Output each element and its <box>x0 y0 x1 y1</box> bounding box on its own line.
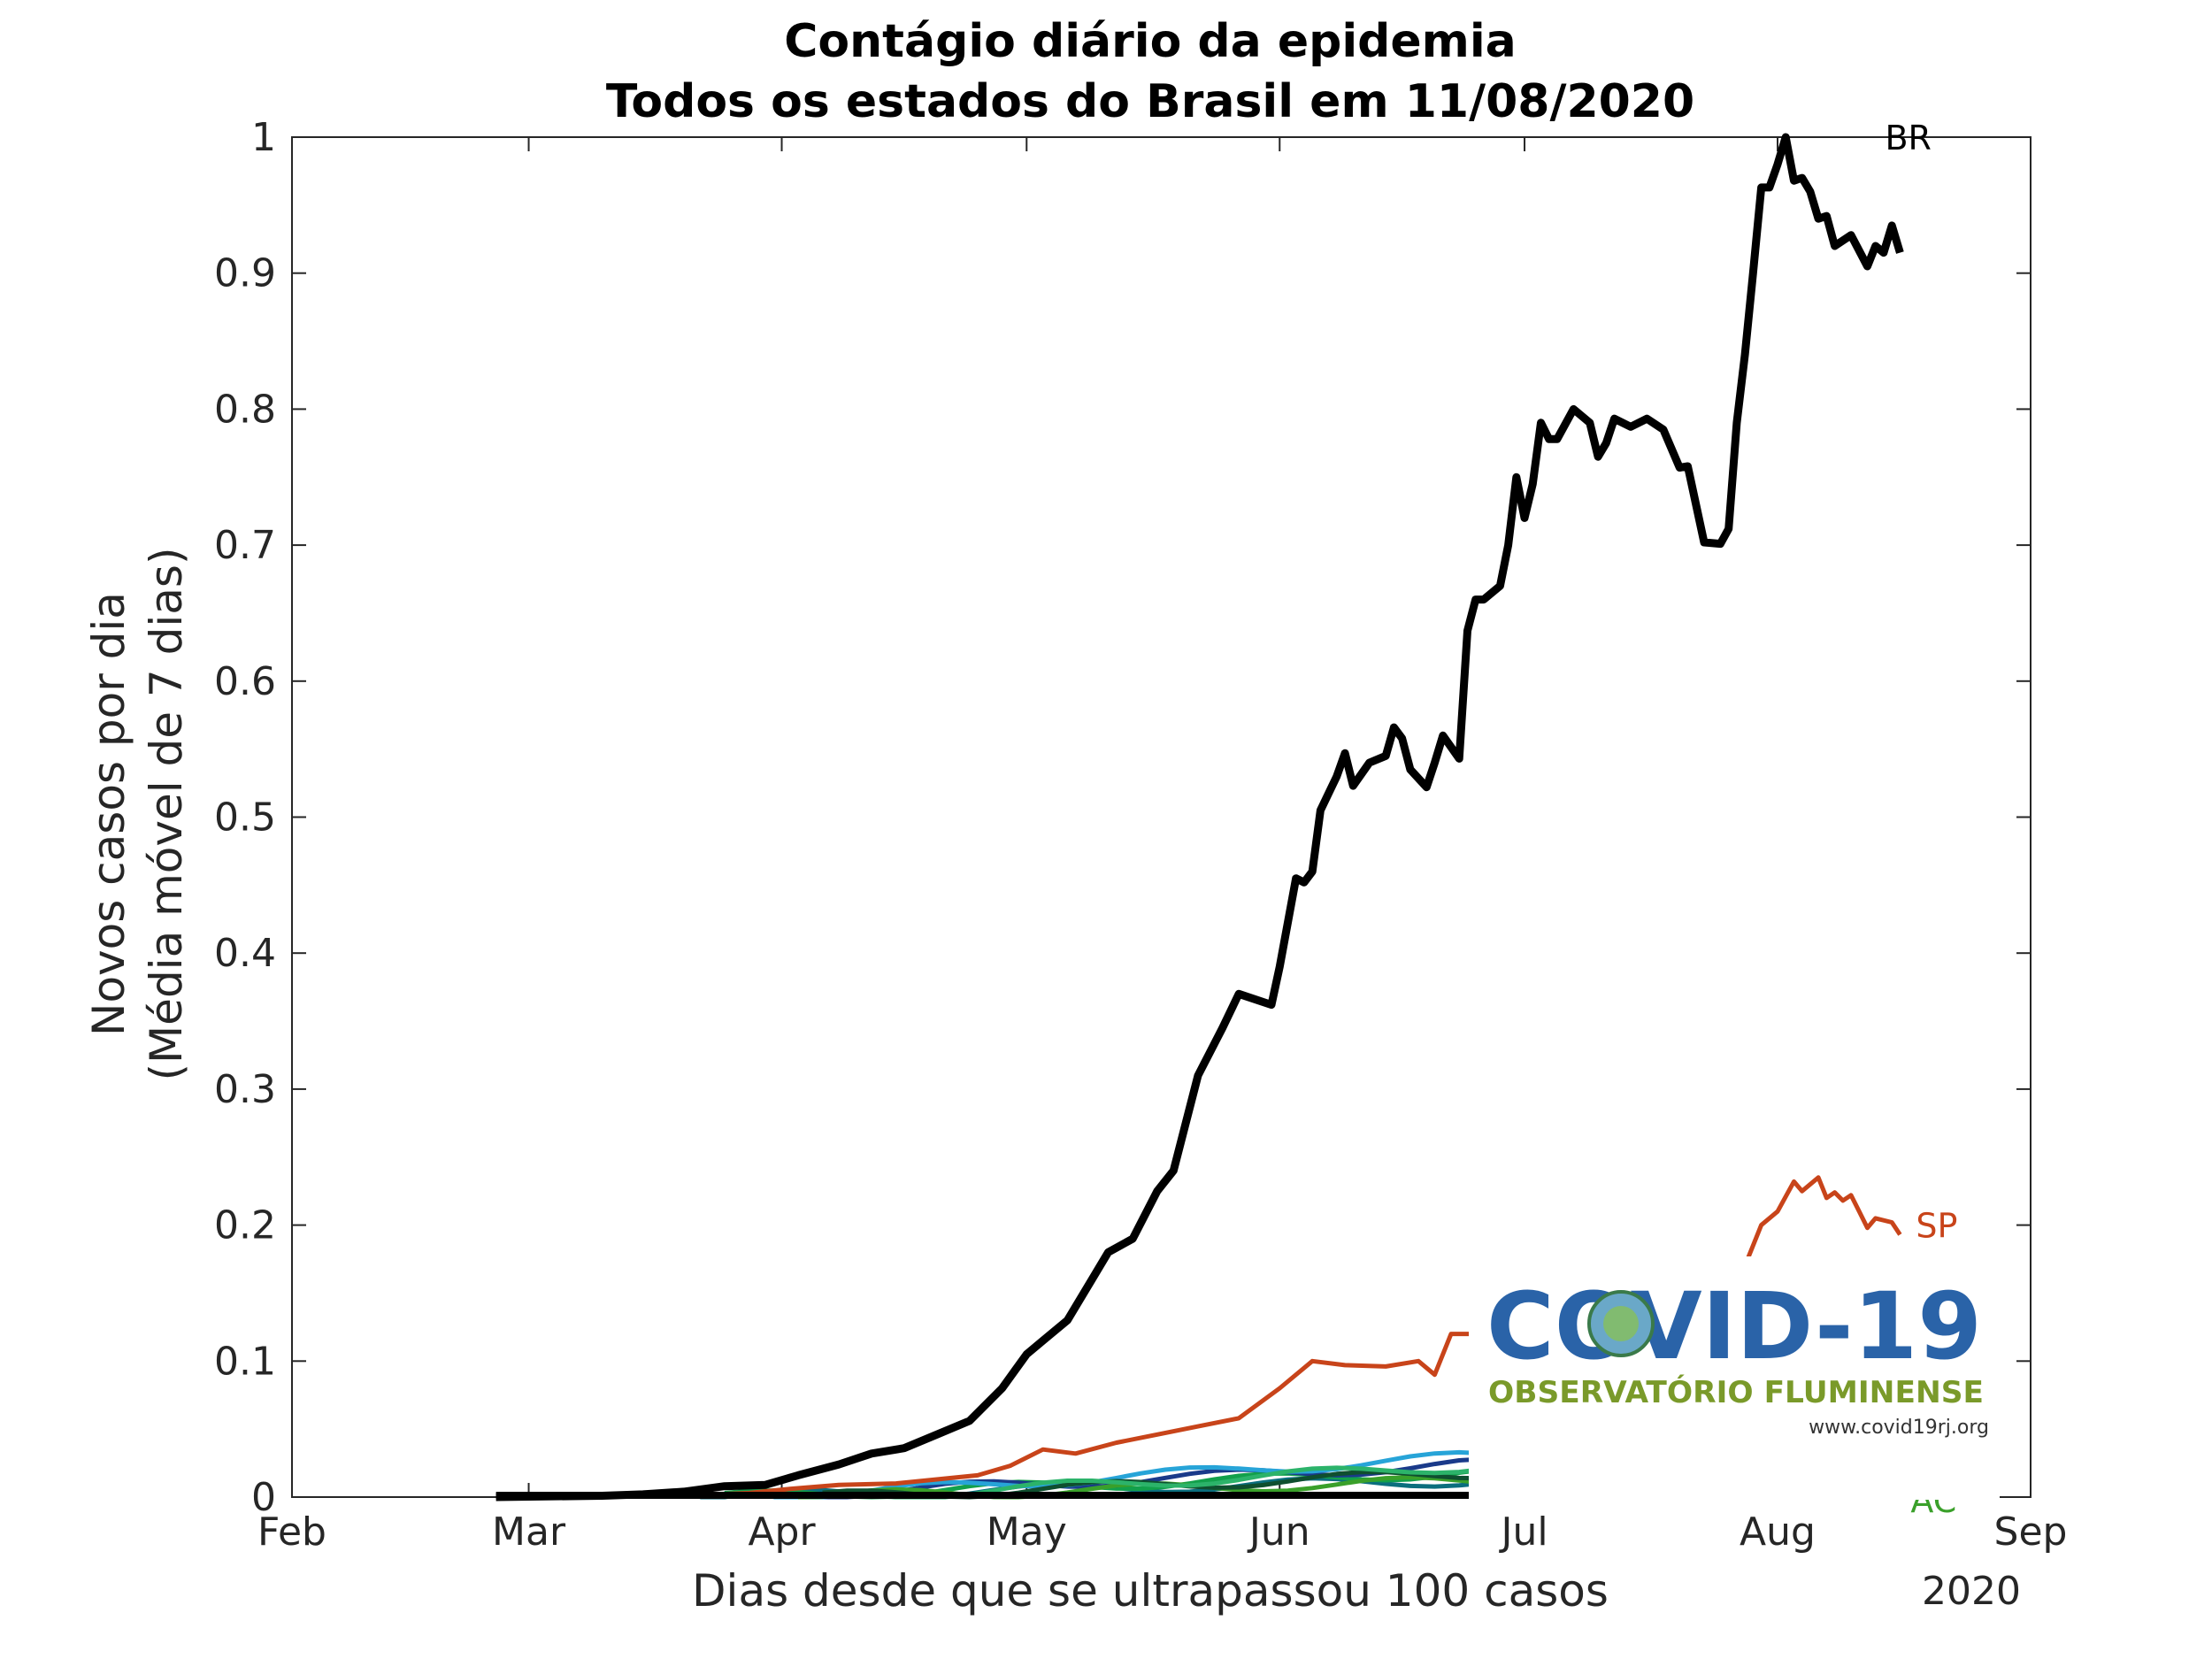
x-tick-label: Jul <box>1498 1509 1548 1555</box>
y-tick-label: 0.4 <box>214 931 276 976</box>
y-tick-label: 0 <box>251 1475 276 1520</box>
x-tick-label: Mar <box>492 1509 566 1555</box>
y-tick-label: 0.6 <box>214 659 276 704</box>
x-tick-label: Jun <box>1247 1509 1310 1555</box>
x-tick-label: Apr <box>748 1509 816 1555</box>
logo-url: www.covid19rj.org <box>1809 1417 1989 1439</box>
y-tick-label: 0.2 <box>214 1203 276 1248</box>
y-tick-label: 0.9 <box>214 251 276 296</box>
x-tick-label: Aug <box>1740 1509 1816 1555</box>
chart-title-line-1: Contágio diário da epidemia <box>784 15 1516 68</box>
y-tick-label: 0.1 <box>214 1339 276 1384</box>
virus-icon <box>1587 1290 1655 1357</box>
logo-background <box>1469 1256 2000 1500</box>
x-tick-label: Feb <box>257 1509 326 1555</box>
logo-title: COVID-19 <box>1486 1272 1982 1380</box>
logo-subtitle: OBSERVATÓRIO FLUMINENSE <box>1488 1374 1984 1410</box>
x-tick-label: May <box>987 1509 1067 1555</box>
y-tick-label: 0.7 <box>214 523 276 568</box>
series-label-sp: SP <box>1916 1207 1957 1246</box>
y-axis-label-line-2: (Média móvel de 7 dias) <box>141 548 192 1081</box>
chart-title-line-2: Todos os estados do Brasil em 11/08/2020 <box>606 75 1694 128</box>
y-tick-label: 0.5 <box>214 795 276 841</box>
series-label-br: BR <box>1885 119 1931 157</box>
logo: COVID-19 OBSERVATÓRIO FLUMINENSE www.cov… <box>1469 1256 2000 1500</box>
x-axis-label: Dias desde que se ultrapassou 100 casos <box>692 1565 1609 1617</box>
x-tick-label: Sep <box>1994 1509 2068 1555</box>
y-axis-label-line-1: Novos casos por dia <box>83 592 134 1036</box>
y-tick-label: 0.3 <box>214 1067 276 1112</box>
y-tick-label: 0.8 <box>214 387 276 432</box>
x-axis-year-label: 2020 <box>1922 1569 2021 1614</box>
y-tick-label: 1 <box>251 115 276 160</box>
